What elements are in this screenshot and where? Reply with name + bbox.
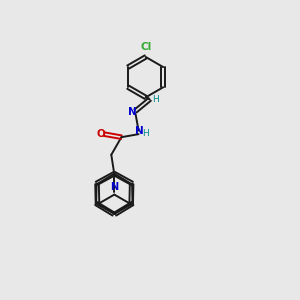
Text: N: N bbox=[135, 126, 144, 136]
Text: H: H bbox=[152, 95, 158, 104]
Text: N: N bbox=[128, 106, 136, 117]
Text: O: O bbox=[96, 129, 105, 139]
Text: H: H bbox=[142, 129, 148, 138]
Text: Cl: Cl bbox=[140, 42, 151, 52]
Text: N: N bbox=[110, 182, 118, 192]
